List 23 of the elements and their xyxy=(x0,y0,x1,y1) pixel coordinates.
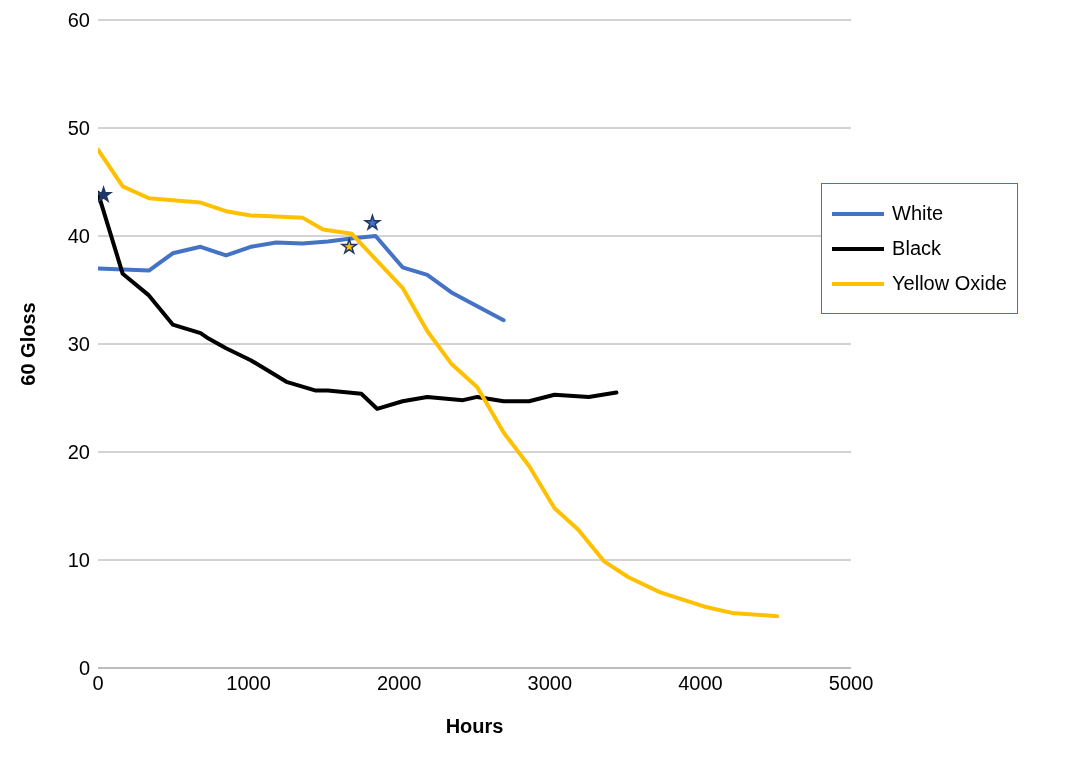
x-tick-label: 4000 xyxy=(678,672,723,695)
legend-label: White xyxy=(892,202,944,225)
point xyxy=(341,238,358,254)
y-axis-title: 60 Gloss xyxy=(17,302,40,386)
y-tick-label: 0 xyxy=(78,657,90,680)
x-tick-label: 3000 xyxy=(527,672,573,695)
y-tick-label: 30 xyxy=(67,333,90,356)
y-tick-label: 50 xyxy=(67,117,90,140)
y-tick-label: 40 xyxy=(67,225,90,248)
line-series xyxy=(98,147,780,619)
x-tick-label: 1000 xyxy=(226,672,271,695)
point xyxy=(364,214,381,230)
y-tick-label: 10 xyxy=(67,549,90,572)
x-tick-label: 0 xyxy=(92,672,104,695)
x-axis-title: Hours xyxy=(445,715,504,737)
point xyxy=(98,186,112,202)
y-tick-label: 60 xyxy=(67,9,90,32)
x-tick-label: 5000 xyxy=(828,672,874,695)
legend-label: Black xyxy=(892,237,942,260)
y-tick-label: 20 xyxy=(67,441,90,464)
x-tick-label: 2000 xyxy=(376,672,422,695)
legend-label: Yellow Oxide xyxy=(892,272,1007,295)
line-series xyxy=(98,234,506,323)
